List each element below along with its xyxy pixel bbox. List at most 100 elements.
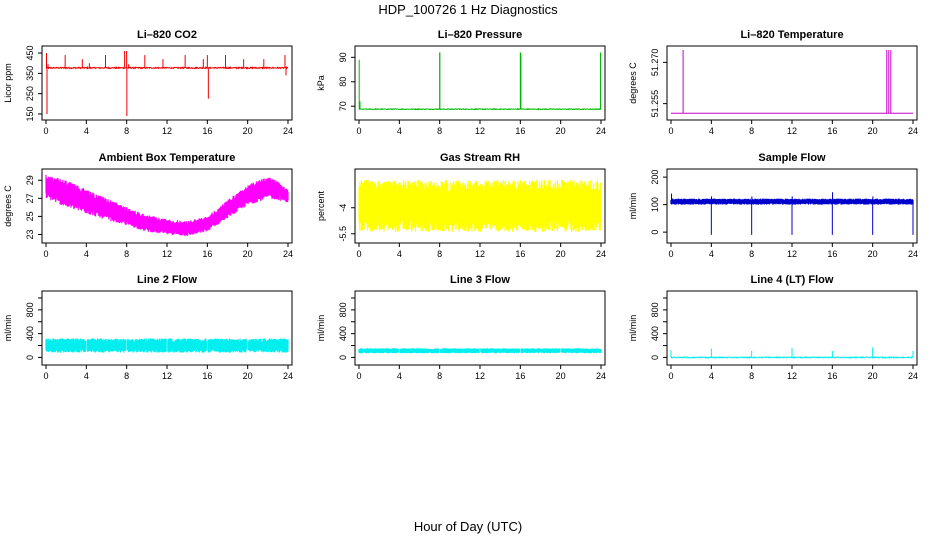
x-tick-label: 12 bbox=[162, 249, 172, 259]
y-tick-label: 400 bbox=[650, 326, 660, 341]
y-tick-label: 51.270 bbox=[650, 49, 660, 77]
plot-frame bbox=[41, 290, 293, 366]
data-band bbox=[45, 338, 289, 353]
y-axis-label: percent bbox=[316, 190, 326, 221]
y-tick-label: 70 bbox=[338, 101, 348, 111]
x-tick-label: 20 bbox=[243, 371, 253, 381]
panel-title: Line 3 Flow bbox=[450, 274, 510, 286]
y-tick-label: 150 bbox=[25, 106, 35, 121]
x-tick-label: 16 bbox=[202, 126, 212, 136]
y-tick-label: 80 bbox=[338, 77, 348, 87]
panel-title: Line 4 (LT) Flow bbox=[751, 274, 834, 286]
x-tick-label: 24 bbox=[908, 371, 918, 381]
data-series bbox=[670, 347, 914, 360]
x-tick-label: 0 bbox=[668, 371, 673, 381]
x-tick-label: 8 bbox=[749, 371, 754, 381]
x-tick-label: 12 bbox=[475, 371, 485, 381]
chart-panel: Line 3 Flow ml/min 0 4 8 12 16 20 24 0 400 800 bbox=[316, 274, 606, 381]
x-tick-label: 20 bbox=[556, 249, 566, 259]
x-tick-label: 8 bbox=[124, 371, 129, 381]
y-tick-label: 0 bbox=[650, 230, 660, 235]
plot-frame bbox=[354, 290, 606, 366]
x-tick-label: 4 bbox=[709, 249, 714, 259]
panel-title: Line 2 Flow bbox=[137, 274, 197, 286]
x-tick-label: 0 bbox=[43, 249, 48, 259]
x-tick-label: 20 bbox=[868, 126, 878, 136]
x-tick-label: 24 bbox=[596, 371, 606, 381]
x-tick-label: 4 bbox=[84, 371, 89, 381]
x-tick-label: 4 bbox=[84, 126, 89, 136]
data-series bbox=[358, 180, 602, 232]
y-tick-label: 250 bbox=[25, 86, 35, 101]
panel-title: Sample Flow bbox=[758, 152, 826, 164]
y-axis-label: degrees C bbox=[3, 185, 13, 227]
y-tick-label: 450 bbox=[25, 46, 35, 61]
x-axis-label: Hour of Day (UTC) bbox=[414, 519, 522, 534]
x-tick-label: 4 bbox=[709, 371, 714, 381]
chart-panel: Line 2 Flow ml/min 0 4 8 12 16 20 24 0 400 800 bbox=[3, 274, 293, 381]
y-tick-label: -4 bbox=[338, 204, 348, 212]
x-tick-label: 24 bbox=[908, 126, 918, 136]
y-tick-label: 90 bbox=[338, 52, 348, 62]
x-tick-label: 8 bbox=[749, 126, 754, 136]
y-tick-label: 0 bbox=[25, 355, 35, 360]
panel-title: Ambient Box Temperature bbox=[99, 152, 236, 164]
x-tick-label: 8 bbox=[437, 126, 442, 136]
chart-panel: Li–820 Temperature degrees C 0 4 8 12 16 20 24 51… bbox=[628, 29, 918, 136]
x-tick-label: 24 bbox=[283, 249, 293, 259]
x-tick-label: 16 bbox=[202, 249, 212, 259]
x-tick-label: 20 bbox=[556, 371, 566, 381]
y-tick-label: 350 bbox=[25, 66, 35, 81]
x-tick-label: 4 bbox=[397, 126, 402, 136]
x-tick-label: 16 bbox=[827, 371, 837, 381]
data-band bbox=[358, 180, 602, 232]
chart-panel: Ambient Box Temperature degrees C 0 4 8 12 16 2… bbox=[3, 152, 293, 259]
x-tick-label: 4 bbox=[709, 126, 714, 136]
panel-title: Li–820 CO2 bbox=[137, 29, 197, 41]
data-series bbox=[45, 174, 289, 236]
y-axis-label: degrees C bbox=[628, 62, 638, 104]
y-axis-label: ml/min bbox=[316, 315, 326, 342]
x-tick-label: 0 bbox=[668, 126, 673, 136]
chart-panel: Gas Stream RH percent 0 4 8 12 16 20 24 -5.5 -4 bbox=[316, 152, 606, 259]
x-tick-label: 16 bbox=[515, 371, 525, 381]
x-tick-label: 20 bbox=[243, 249, 253, 259]
x-tick-label: 24 bbox=[596, 249, 606, 259]
x-tick-label: 12 bbox=[787, 249, 797, 259]
x-tick-label: 12 bbox=[475, 249, 485, 259]
y-tick-label: 200 bbox=[650, 170, 660, 185]
x-tick-label: 12 bbox=[787, 126, 797, 136]
data-band bbox=[45, 174, 289, 236]
x-tick-label: 24 bbox=[908, 249, 918, 259]
x-tick-label: 4 bbox=[397, 249, 402, 259]
y-tick-label: 51.255 bbox=[650, 90, 660, 118]
x-tick-label: 20 bbox=[243, 126, 253, 136]
y-tick-label: 800 bbox=[338, 302, 348, 317]
chart-panel: Li–820 Pressure kPa 0 4 8 12 16 20 24 70 80 90 bbox=[316, 29, 606, 136]
data-series bbox=[670, 192, 914, 235]
y-axis-label: kPa bbox=[316, 75, 326, 91]
data-series bbox=[358, 52, 602, 111]
x-tick-label: 4 bbox=[397, 371, 402, 381]
y-tick-label: 29 bbox=[25, 175, 35, 185]
y-tick-label: -5.5 bbox=[338, 226, 348, 242]
x-tick-label: 24 bbox=[283, 126, 293, 136]
data-series bbox=[358, 348, 602, 354]
x-tick-label: 20 bbox=[868, 249, 878, 259]
x-tick-label: 0 bbox=[43, 126, 48, 136]
x-tick-label: 8 bbox=[749, 249, 754, 259]
x-tick-label: 0 bbox=[356, 126, 361, 136]
y-tick-label: 0 bbox=[650, 355, 660, 360]
chart-panel: Sample Flow ml/min 0 4 8 12 16 20 24 0 100 200 bbox=[628, 152, 918, 259]
x-tick-label: 12 bbox=[787, 371, 797, 381]
chart-panel: Li–820 CO2 Licor ppm 0 4 8 12 16 20 24 150 250 350 4… bbox=[3, 29, 293, 136]
panel-title: Li–820 Pressure bbox=[438, 29, 522, 41]
y-tick-label: 800 bbox=[25, 302, 35, 317]
x-tick-label: 0 bbox=[668, 249, 673, 259]
data-line bbox=[358, 107, 602, 111]
x-tick-label: 20 bbox=[556, 126, 566, 136]
data-series bbox=[45, 51, 289, 116]
y-tick-label: 400 bbox=[25, 326, 35, 341]
plot-frame bbox=[666, 45, 918, 121]
